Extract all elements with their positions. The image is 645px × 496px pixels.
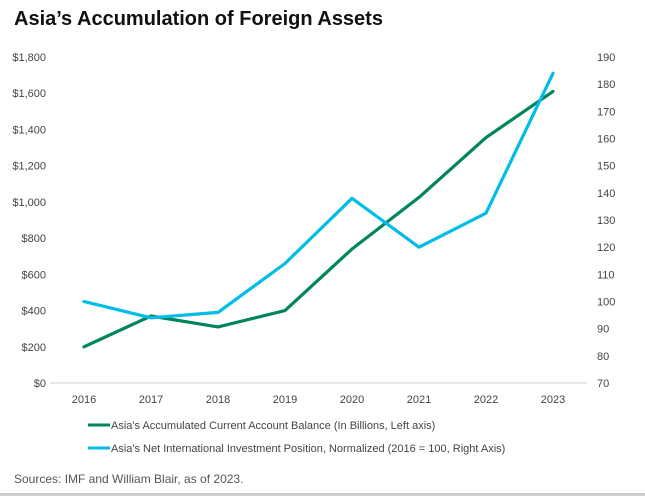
right-axis-tick-label: 180 [597, 79, 615, 91]
right-axis-tick-label: 160 [597, 134, 615, 146]
right-axis-tick-label: 140 [597, 188, 615, 200]
x-axis-tick-label: 2020 [340, 394, 364, 406]
legend-label-2: Asia's Net International Investment Posi… [111, 443, 505, 455]
x-axis-tick-label: 2018 [206, 394, 230, 406]
line-chart: $0 $200 $400 $600 $800 $1,000 $1,200 $1,400 $1,6… [12, 52, 615, 455]
x-axis-tick-label: 2017 [139, 394, 163, 406]
left-axis-tick-label: $0 [34, 378, 46, 390]
source-note: Sources: IMF and William Blair, as of 20… [14, 472, 244, 486]
series-line-1 [82, 89, 555, 349]
left-axis-tick-label: $600 [22, 269, 46, 281]
right-axis-tick-label: 170 [597, 106, 615, 118]
left-axis-tick-label: $1,000 [12, 197, 46, 209]
right-axis-tick-label: 80 [597, 351, 609, 363]
right-axis-tick-label: 150 [597, 161, 615, 173]
series-line-2 [82, 71, 555, 320]
left-axis-tick-label: $1,200 [12, 161, 46, 173]
right-axis-tick-label: 120 [597, 242, 615, 254]
x-axis-tick-label: 2023 [541, 394, 565, 406]
x-axis-tick-label: 2021 [407, 394, 431, 406]
x-axis-tick-label: 2019 [273, 394, 297, 406]
right-axis-tick-label: 90 [597, 324, 609, 336]
right-axis-tick-label: 110 [597, 269, 615, 281]
x-axis-tick-label: 2022 [474, 394, 498, 406]
bottom-divider [0, 493, 645, 496]
right-axis-tick-label: 100 [597, 297, 615, 309]
left-axis-tick-label: $400 [22, 306, 46, 318]
left-axis-tick-label: $1,800 [12, 52, 46, 64]
left-axis-tick-label: $200 [22, 342, 46, 354]
chart-title: Asia’s Accumulation of Foreign Assets [14, 8, 383, 30]
right-axis-tick-label: 130 [597, 215, 615, 227]
right-axis-tick-label: 70 [597, 378, 609, 390]
left-axis-tick-label: $1,400 [12, 124, 46, 136]
left-axis-tick-label: $1,600 [12, 88, 46, 100]
left-axis-tick-label: $800 [22, 233, 46, 245]
legend-label-1: Asia's Accumulated Current Account Balan… [111, 420, 435, 432]
right-axis-tick-label: 190 [597, 52, 615, 64]
x-axis-tick-label: 2016 [72, 394, 96, 406]
